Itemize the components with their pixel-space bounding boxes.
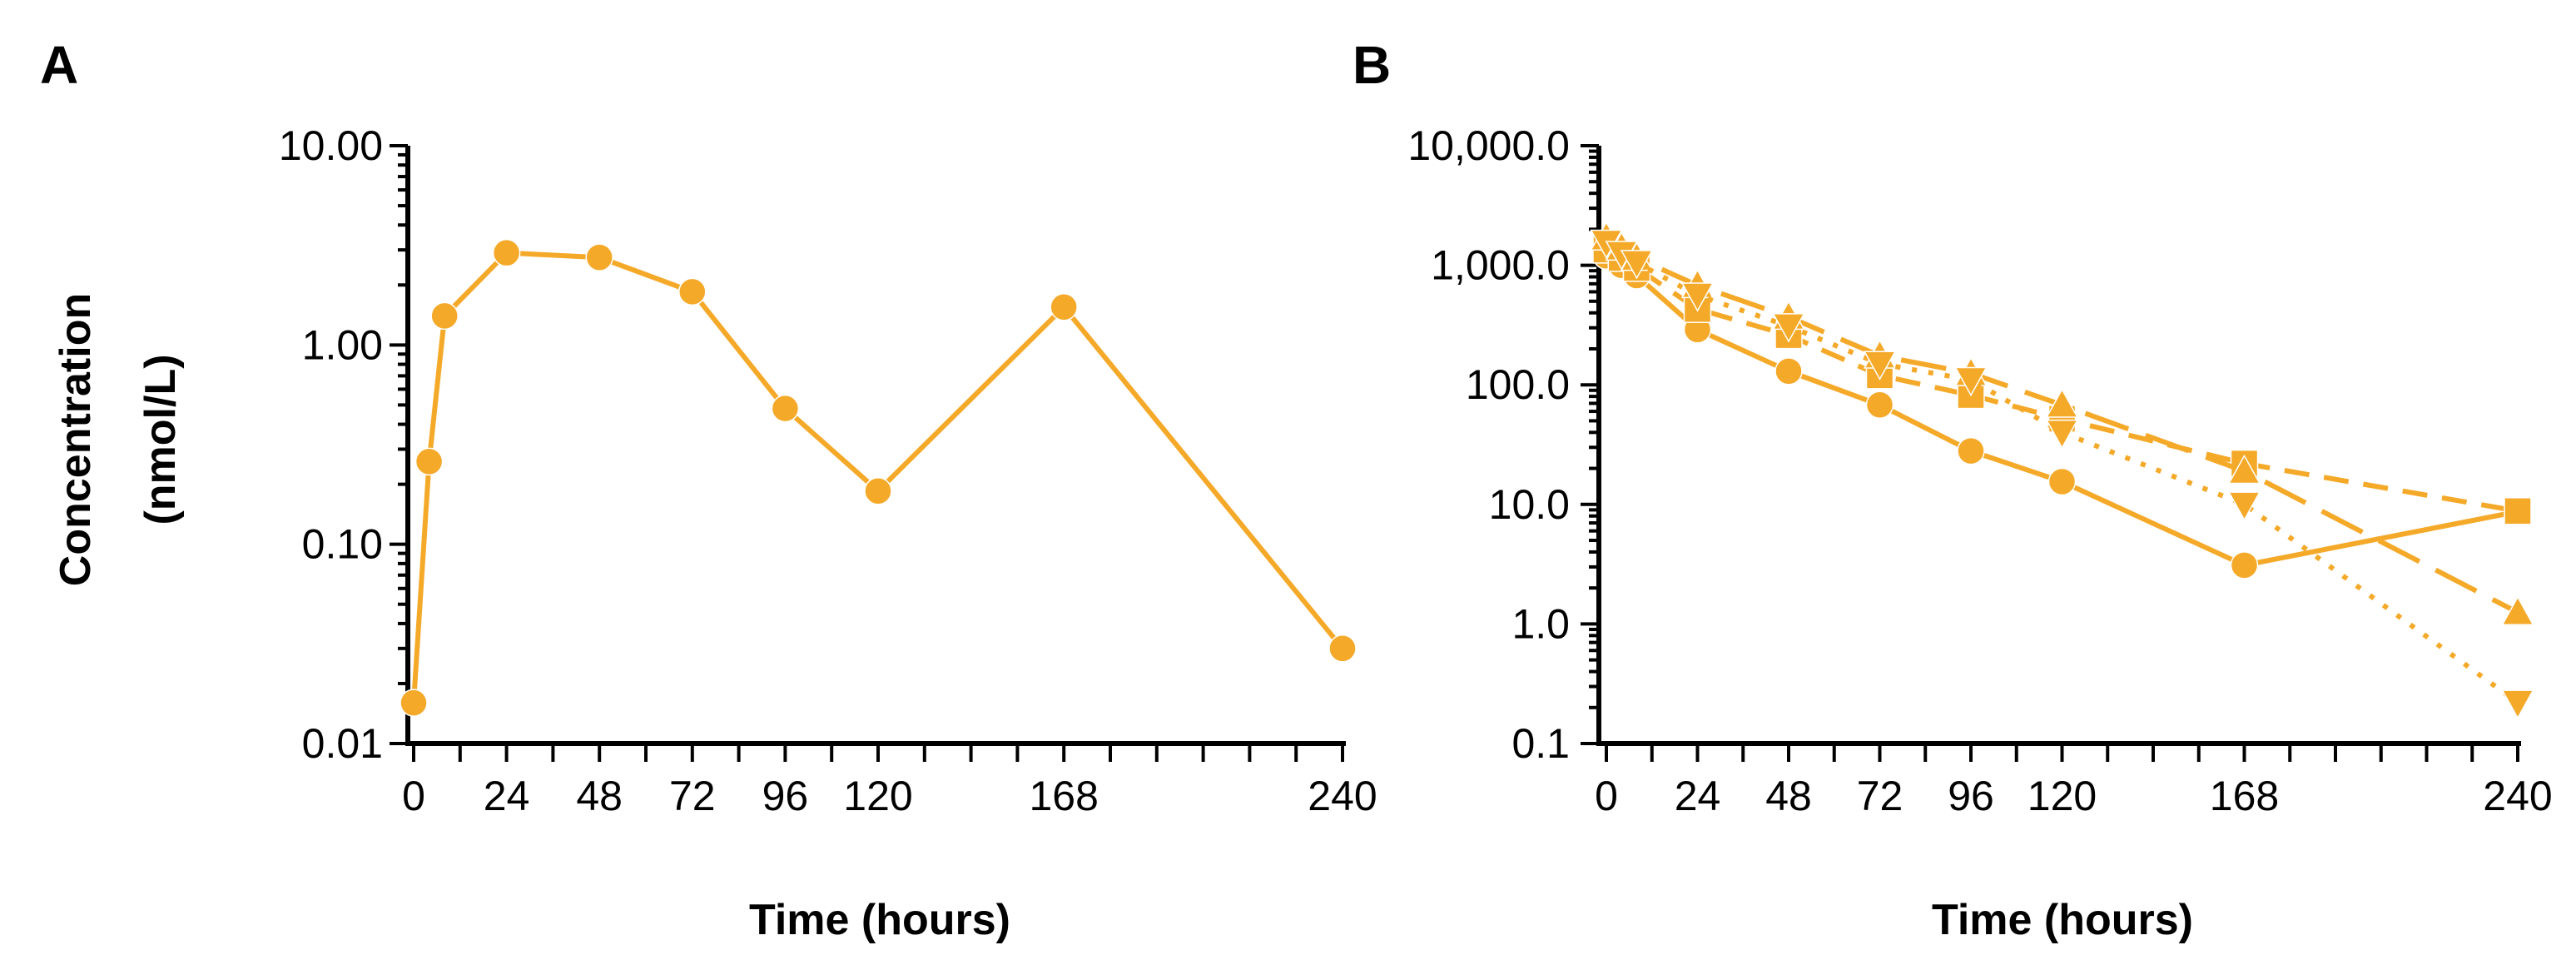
panel-a-y-axis-title: Concentration (nmol/L) [52, 293, 185, 586]
panel-b-axes: 0.1 1.0 10.0 100.0 1,000.0 10,000.0 0 24 48 72 96 1… [1407, 122, 2552, 819]
panel-a-series-1-point [771, 394, 800, 423]
panel-a-x-tick-label: 240 [1308, 773, 1377, 819]
panel-a-x-tick-label: 168 [1029, 773, 1098, 819]
panel-a-y-tick-label: 0.10 [302, 521, 383, 568]
panel-a-series-1-point [678, 277, 707, 306]
panel-a-series-1-point [414, 447, 444, 476]
panel-a-series-1-line [411, 250, 1345, 704]
panel-a-label: A [40, 35, 78, 95]
panel-b-series-4-point [1863, 351, 1897, 381]
panel-b-series-4-point [2227, 491, 2261, 521]
panel-a-y-tick-label: 10.00 [279, 122, 383, 169]
panel-b-x-tick-label: 96 [1948, 773, 1994, 819]
panel-b-series-2-line [1605, 247, 2519, 514]
panel-b-label: B [1353, 35, 1391, 95]
panel-a-y-axis-title-line-2: (nmol/L) [136, 354, 185, 525]
panel-b-series-4-point [2501, 689, 2534, 719]
panel-b-y-tick-label: 100.0 [1466, 361, 1570, 408]
panel-b-series-4-point [1954, 366, 1988, 397]
panel-b-series-1-point [1957, 436, 1985, 465]
panel-a-series-1-point [1328, 634, 1357, 663]
panel-a-x-tick-label: 96 [762, 773, 809, 819]
panel-a-series-1-point [585, 243, 613, 271]
panel-b-series-1-point [2230, 551, 2259, 580]
panel-b-series-4-point [1772, 313, 1805, 343]
panel-a-y-tick-label: 1.00 [302, 321, 383, 368]
panel-b-y-tick-label: 1.0 [1511, 600, 1570, 647]
panel-b-x-tick-label: 240 [2483, 773, 2552, 819]
panel-b-x-axis-title: Time (hours) [1932, 896, 2193, 944]
panel-b-y-tick-label: 10.0 [1489, 481, 1570, 528]
panel-b-series [1590, 221, 2534, 719]
panel-a-x-tick-label: 48 [576, 773, 623, 819]
panel-a-y-tick-label: 0.01 [302, 720, 383, 767]
panel-b-series-3-point [2045, 388, 2079, 418]
panel-a-series-1-point [492, 238, 521, 267]
panel-b-y-tick-label: 0.1 [1511, 720, 1570, 767]
panel-b-series-4-point [1680, 282, 1715, 312]
panel-b-x-tick-label: 120 [2028, 773, 2097, 819]
panel-a-series-1-point [864, 476, 892, 505]
panel-a-series-1 [400, 238, 1357, 717]
panel-b-y-tick-label: 1,000.0 [1431, 242, 1570, 289]
panel-a-series [400, 238, 1357, 717]
panel-a-x-axis-title: Time (hours) [749, 896, 1010, 944]
panel-a-series-1-point [1050, 293, 1078, 321]
panel-a-axes: 0.01 0.10 1.00 10.00 0 24 48 72 96 120 168 240 [279, 122, 1377, 819]
panel-a: A Concentration (nmol/L) Time (hours) 0.… [40, 35, 1377, 944]
panel-b-series-1-point [1774, 357, 1803, 386]
panel-b-y-tick-label: 10,000.0 [1407, 122, 1570, 169]
panel-b-series-1-point [2047, 467, 2077, 496]
panel-b-series-4 [1590, 229, 2534, 719]
panel-b-x-tick-label: 168 [2210, 773, 2279, 819]
panel-a-y-axis-title-line-1: Concentration [52, 293, 100, 586]
panel-b-series-4-point [2045, 419, 2079, 450]
panel-b: B Time (hours) 0.1 1.0 10.0 100.0 1,000.0 10,… [1353, 35, 2553, 944]
panel-b-x-tick-label: 24 [1675, 773, 1721, 819]
panel-b-series-1-point [1865, 390, 1894, 420]
panel-b-series-3-point [2227, 454, 2261, 485]
panel-a-x-tick-label: 0 [402, 773, 425, 819]
panel-b-series-3-point [2501, 595, 2534, 625]
panel-b-series-4-point [1620, 250, 1654, 280]
panel-a-x-tick-label: 120 [843, 773, 912, 819]
panel-a-x-tick-label: 72 [669, 773, 716, 819]
panel-b-x-tick-label: 0 [1595, 773, 1618, 819]
panel-a-x-tick-label: 24 [484, 773, 530, 819]
panel-b-series-4-line [1605, 240, 2519, 705]
panel-a-series-1-point [430, 301, 459, 331]
panel-b-x-tick-label: 48 [1765, 773, 1812, 819]
panel-b-series-2-point [2504, 497, 2532, 525]
panel-a-series-1-point [400, 689, 428, 717]
panel-b-x-tick-label: 72 [1857, 773, 1903, 819]
